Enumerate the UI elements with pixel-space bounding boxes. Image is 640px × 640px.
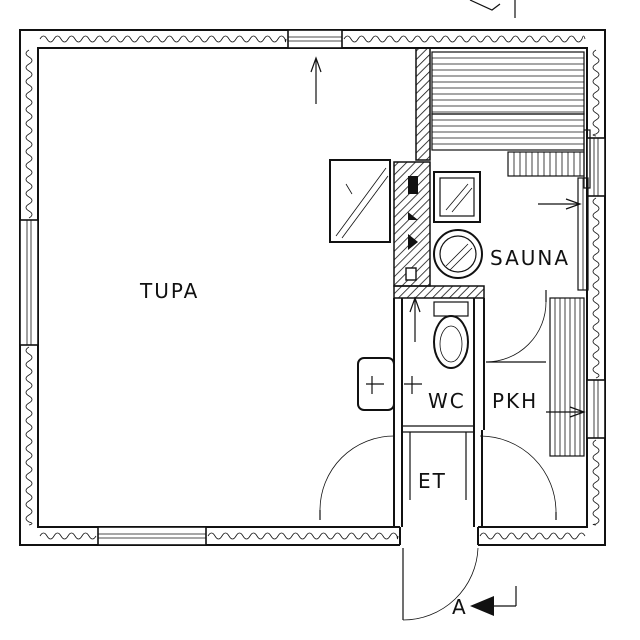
toilet	[433, 301, 469, 369]
room-label-sauna: SAUNA	[490, 246, 570, 270]
sauna-middle-bench	[431, 113, 585, 151]
window-bottom	[97, 526, 207, 546]
sauna-upper-bench	[431, 51, 585, 115]
tupa-door	[319, 435, 395, 520]
section-label: A	[452, 595, 468, 619]
room-label-pkh: PKH	[492, 389, 538, 413]
wc-door	[409, 432, 467, 500]
arrow-right-sauna	[538, 198, 582, 210]
outer-wall	[19, 29, 606, 546]
top-edge-fragment	[469, 0, 516, 18]
wash-basin	[357, 357, 422, 411]
arrow-up-wc	[409, 296, 421, 342]
window-left	[19, 219, 39, 346]
room-label-wc: WC	[428, 389, 466, 413]
pkh-door	[479, 432, 557, 520]
arrow-up-tupa	[310, 56, 322, 104]
chimney-symbols	[405, 176, 418, 281]
sauna-stove	[433, 171, 481, 223]
entrance-door	[402, 547, 479, 621]
arrow-right-pkh	[546, 406, 586, 418]
sauna-door	[485, 290, 547, 363]
entrance-opening	[400, 524, 478, 548]
washroom-bench	[549, 297, 585, 457]
window-top	[287, 29, 343, 49]
room-label-et: ET	[418, 469, 447, 493]
fireplace	[329, 159, 391, 243]
sauna-side-bench	[507, 129, 591, 189]
section-marker	[470, 586, 517, 616]
window-right-pkh	[586, 379, 606, 439]
window-right-sauna	[586, 137, 606, 197]
room-label-tupa: TUPA	[139, 279, 199, 303]
sauna-right-slats	[577, 177, 589, 291]
water-tank	[433, 229, 483, 279]
